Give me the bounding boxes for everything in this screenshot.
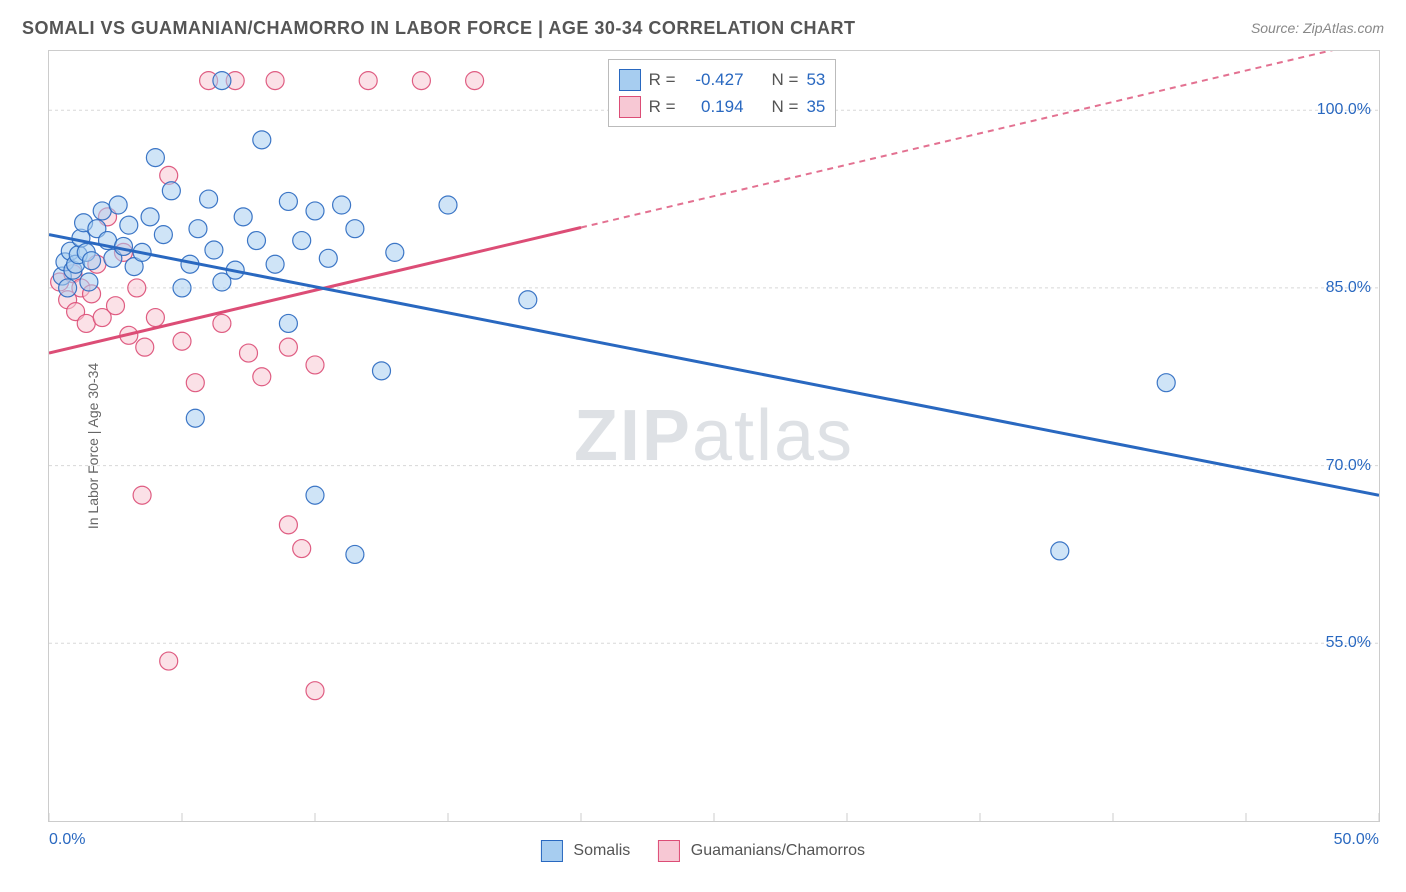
y-tick-label: 85.0%: [1326, 279, 1371, 297]
source-attribution: Source: ZipAtlas.com: [1251, 20, 1384, 36]
chart-title: SOMALI VS GUAMANIAN/CHAMORRO IN LABOR FO…: [22, 18, 856, 38]
swatch-b: [658, 840, 680, 862]
y-tick-label: 55.0%: [1326, 634, 1371, 652]
plot-area: ZIPatlas R =-0.427N =53R =0.194N =35 55.…: [48, 50, 1380, 822]
x-tick-label: 0.0%: [49, 831, 85, 849]
legend-item-b: Guamanians/Chamorros: [658, 840, 865, 862]
x-tick-label: 50.0%: [1334, 831, 1379, 849]
scatter-svg: [49, 51, 1379, 821]
correlation-box: R =-0.427N =53R =0.194N =35: [608, 59, 837, 127]
bottom-legend: Somalis Guamanians/Chamorros: [541, 840, 865, 862]
swatch-a: [541, 840, 563, 862]
legend-item-a: Somalis: [541, 840, 630, 862]
y-tick-label: 100.0%: [1317, 101, 1371, 119]
legend-label-a: Somalis: [573, 842, 630, 859]
y-tick-label: 70.0%: [1326, 457, 1371, 475]
legend-label-b: Guamanians/Chamorros: [691, 842, 865, 859]
